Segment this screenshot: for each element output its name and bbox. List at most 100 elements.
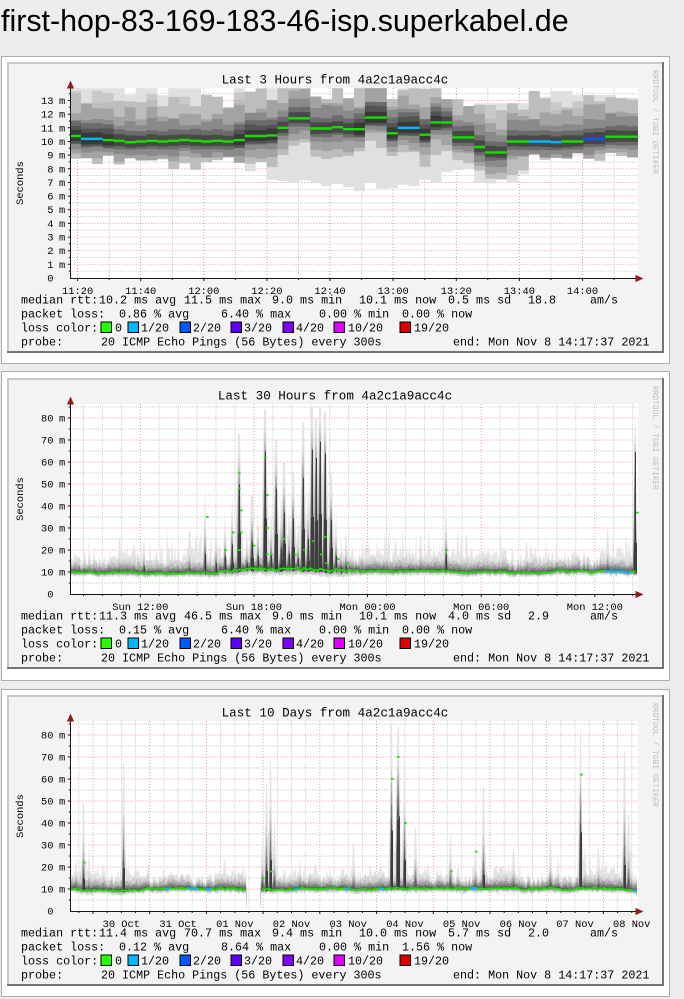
svg-text:3/20: 3/20 <box>244 637 272 651</box>
svg-text:07 Nov: 07 Nov <box>556 919 593 931</box>
svg-text:4/20: 4/20 <box>296 322 324 336</box>
svg-text:10.1 ms now: 10.1 ms now <box>359 609 436 623</box>
svg-text:8: 8 <box>47 164 53 176</box>
svg-text:40: 40 <box>41 819 53 831</box>
svg-text:12:20: 12:20 <box>251 286 282 298</box>
svg-text:12: 12 <box>41 110 53 122</box>
svg-text:60: 60 <box>41 775 53 787</box>
svg-text:m: m <box>59 797 65 809</box>
svg-text:am/s: am/s <box>590 609 618 623</box>
svg-text:Mon 00:00: Mon 00:00 <box>339 602 395 614</box>
svg-text:11:20: 11:20 <box>62 286 93 298</box>
svg-text:m: m <box>59 205 65 217</box>
svg-text:0.5 ms sd: 0.5 ms sd <box>448 294 511 308</box>
svg-text:50: 50 <box>41 479 53 491</box>
svg-text:m: m <box>59 178 65 190</box>
svg-text:am/s: am/s <box>590 294 618 308</box>
svg-text:11.4 ms avg: 11.4 ms avg <box>99 927 176 941</box>
svg-text:03 Nov: 03 Nov <box>329 919 366 931</box>
svg-text:end: Mon Nov 8 14:17:37 2021: end: Mon Nov 8 14:17:37 2021 <box>453 651 649 665</box>
svg-text:20: 20 <box>41 545 53 557</box>
svg-text:0: 0 <box>47 274 53 286</box>
svg-text:m: m <box>59 479 65 491</box>
svg-text:Mon 12:00: Mon 12:00 <box>567 602 623 614</box>
svg-text:3: 3 <box>47 233 53 245</box>
svg-text:19/20: 19/20 <box>414 955 449 969</box>
svg-text:packet loss:: packet loss: <box>21 623 105 637</box>
svg-text:0: 0 <box>115 955 122 969</box>
svg-text:loss color:: loss color: <box>21 637 98 651</box>
svg-text:6.40 % max: 6.40 % max <box>221 623 291 637</box>
svg-text:m: m <box>59 819 65 831</box>
svg-text:m: m <box>59 863 65 875</box>
svg-text:m: m <box>59 260 65 272</box>
svg-text:50: 50 <box>41 797 53 809</box>
svg-text:10: 10 <box>41 137 53 149</box>
svg-text:4: 4 <box>47 219 53 231</box>
svg-text:2/20: 2/20 <box>193 322 221 336</box>
svg-text:18.8: 18.8 <box>528 294 556 308</box>
svg-text:m: m <box>59 567 65 579</box>
svg-text:Sun 18:00: Sun 18:00 <box>226 602 282 614</box>
svg-text:am/s: am/s <box>590 927 618 941</box>
svg-text:end: Mon Nov 8 14:17:37 2021: end: Mon Nov 8 14:17:37 2021 <box>453 336 649 350</box>
svg-text:9: 9 <box>47 151 53 163</box>
svg-text:10/20: 10/20 <box>348 322 383 336</box>
svg-text:median rtt:: median rtt: <box>21 927 98 941</box>
svg-text:08 Nov: 08 Nov <box>613 919 650 931</box>
svg-text:10.2 ms avg: 10.2 ms avg <box>99 294 176 308</box>
svg-text:m: m <box>59 545 65 557</box>
svg-text:11.5 ms max: 11.5 ms max <box>184 294 261 308</box>
svg-text:m: m <box>59 731 65 743</box>
svg-text:m: m <box>59 753 65 765</box>
svg-text:m: m <box>59 775 65 787</box>
svg-text:m: m <box>59 219 65 231</box>
svg-text:1.56 % now: 1.56 % now <box>402 941 472 955</box>
svg-text:RRDTOOL / TOBI OETIKER: RRDTOOL / TOBI OETIKER <box>650 70 658 174</box>
svg-text:20 ICMP Echo Pings (56 Bytes): 20 ICMP Echo Pings (56 Bytes) every 300s <box>101 336 382 350</box>
svg-text:9.0 ms min: 9.0 ms min <box>272 294 342 308</box>
svg-text:Last 10 Days from 4a2c1a9acc4c: Last 10 Days from 4a2c1a9acc4c <box>222 707 449 721</box>
svg-text:m: m <box>59 110 65 122</box>
svg-text:1/20: 1/20 <box>141 637 169 651</box>
svg-text:probe:: probe: <box>21 336 63 350</box>
svg-text:7: 7 <box>47 178 53 190</box>
svg-text:10.1 ms now: 10.1 ms now <box>359 294 436 308</box>
svg-text:13:20: 13:20 <box>441 286 472 298</box>
svg-text:loss color:: loss color: <box>21 955 98 969</box>
svg-text:0.00 % min: 0.00 % min <box>319 941 389 955</box>
svg-text:40: 40 <box>41 501 53 513</box>
svg-text:60: 60 <box>41 457 53 469</box>
svg-text:RRDTOOL / TOBI OETIKER: RRDTOOL / TOBI OETIKER <box>650 703 658 807</box>
svg-text:13:40: 13:40 <box>504 286 535 298</box>
svg-text:10/20: 10/20 <box>348 637 383 651</box>
svg-text:0.15 % avg: 0.15 % avg <box>119 623 189 637</box>
svg-text:median rtt:: median rtt: <box>21 294 98 308</box>
svg-text:70: 70 <box>41 435 53 447</box>
svg-text:46.5 ms max: 46.5 ms max <box>184 609 261 623</box>
svg-text:12:40: 12:40 <box>314 286 345 298</box>
svg-text:2.9: 2.9 <box>528 609 549 623</box>
svg-text:19/20: 19/20 <box>414 322 449 336</box>
svg-text:probe:: probe: <box>21 651 63 665</box>
svg-text:4/20: 4/20 <box>296 637 324 651</box>
svg-text:5: 5 <box>47 205 53 217</box>
svg-text:20 ICMP Echo Pings (56 Bytes): 20 ICMP Echo Pings (56 Bytes) every 300s <box>101 969 382 983</box>
svg-text:m: m <box>59 137 65 149</box>
svg-text:70.7 ms max: 70.7 ms max <box>184 927 261 941</box>
svg-text:01 Nov: 01 Nov <box>216 919 253 931</box>
svg-text:m: m <box>59 164 65 176</box>
svg-text:10: 10 <box>41 567 53 579</box>
svg-text:Seconds: Seconds <box>15 794 27 838</box>
svg-text:20 ICMP Echo Pings (56 Bytes): 20 ICMP Echo Pings (56 Bytes) every 300s <box>101 651 382 665</box>
svg-text:m: m <box>59 523 65 535</box>
svg-text:10/20: 10/20 <box>348 955 383 969</box>
svg-text:loss color:: loss color: <box>21 322 98 336</box>
svg-text:0.86 % avg: 0.86 % avg <box>119 308 189 322</box>
svg-text:02 Nov: 02 Nov <box>273 919 310 931</box>
svg-text:2: 2 <box>47 246 53 258</box>
svg-text:70: 70 <box>41 753 53 765</box>
svg-text:11: 11 <box>41 123 53 135</box>
svg-text:2.0: 2.0 <box>528 927 549 941</box>
svg-text:m: m <box>59 457 65 469</box>
